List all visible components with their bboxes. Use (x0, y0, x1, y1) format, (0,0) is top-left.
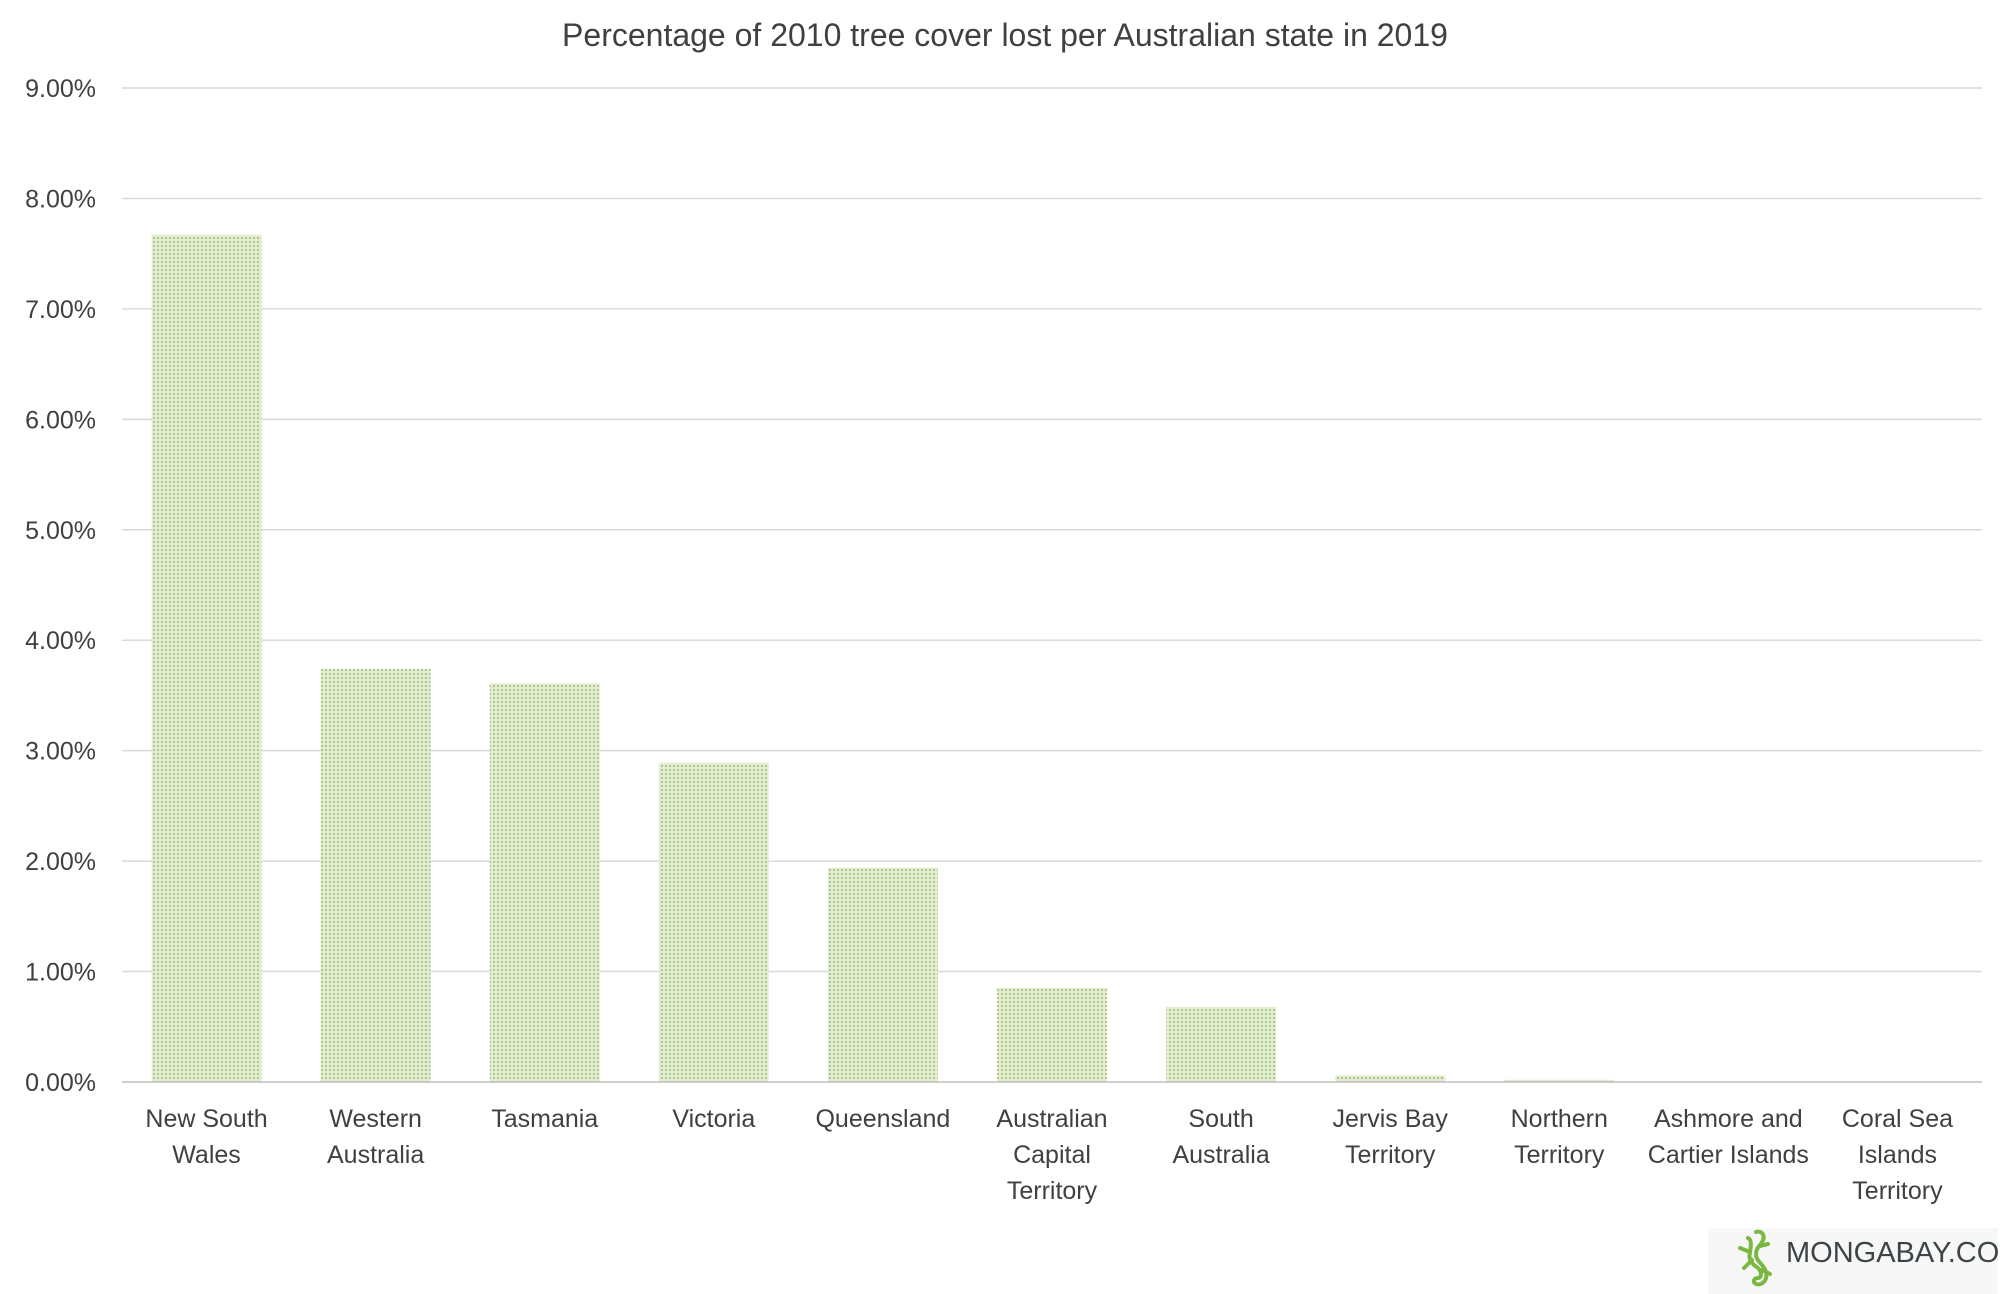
y-tick-label: 6.00% (25, 406, 96, 434)
watermark-text: MONGABAY.COM (1786, 1237, 2000, 1269)
y-tick-label: 1.00% (25, 959, 96, 987)
y-tick-label: 4.00% (25, 627, 96, 655)
y-tick-label: 2.00% (25, 848, 96, 876)
gecko-icon (1738, 1229, 1772, 1287)
y-tick-label: 9.00% (25, 75, 96, 103)
bar (1504, 1079, 1615, 1082)
x-tick-label: Jervis Bay Territory (1333, 1105, 1449, 1169)
bar (658, 762, 769, 1082)
bar (489, 683, 600, 1082)
x-tick-label: Coral Sea Islands Territory (1842, 1105, 1953, 1205)
y-tick-label: 3.00% (25, 738, 96, 766)
x-axis-ticks: New South Wales Western Australia Tasmania Vi… (145, 1105, 1953, 1205)
bar (827, 867, 938, 1082)
x-tick-label: South Australia (1172, 1105, 1269, 1169)
y-axis-ticks: 0.00% 1.00% 2.00% 3.00% 4.00% 5.00% 6.00% 7.00%… (25, 75, 96, 1097)
bar (151, 234, 262, 1082)
bar (320, 668, 431, 1082)
x-tick-label: Tasmania (491, 1105, 598, 1133)
y-tick-label: 8.00% (25, 185, 96, 213)
x-tick-label: Victoria (672, 1105, 755, 1133)
y-tick-label: 0.00% (25, 1069, 96, 1097)
bars (151, 234, 1615, 1082)
x-tick-label: Western Australia (327, 1105, 424, 1169)
bar (997, 988, 1107, 1082)
x-tick-label: Ashmore and Cartier Islands (1648, 1105, 1809, 1169)
gridlines (122, 87, 1982, 973)
x-tick-label: Northern Territory (1511, 1105, 1608, 1169)
x-tick-label: Australian Capital Territory (996, 1105, 1107, 1205)
bar (1166, 1006, 1277, 1082)
y-tick-label: 5.00% (25, 517, 96, 545)
bar (1335, 1075, 1446, 1082)
x-tick-label: New South Wales (145, 1105, 267, 1169)
y-tick-label: 7.00% (25, 296, 96, 324)
x-tick-label: Queensland (815, 1105, 950, 1133)
watermark: MONGABAY.COM (1708, 1228, 2000, 1294)
chart-title: Percentage of 2010 tree cover lost per A… (562, 17, 1448, 53)
